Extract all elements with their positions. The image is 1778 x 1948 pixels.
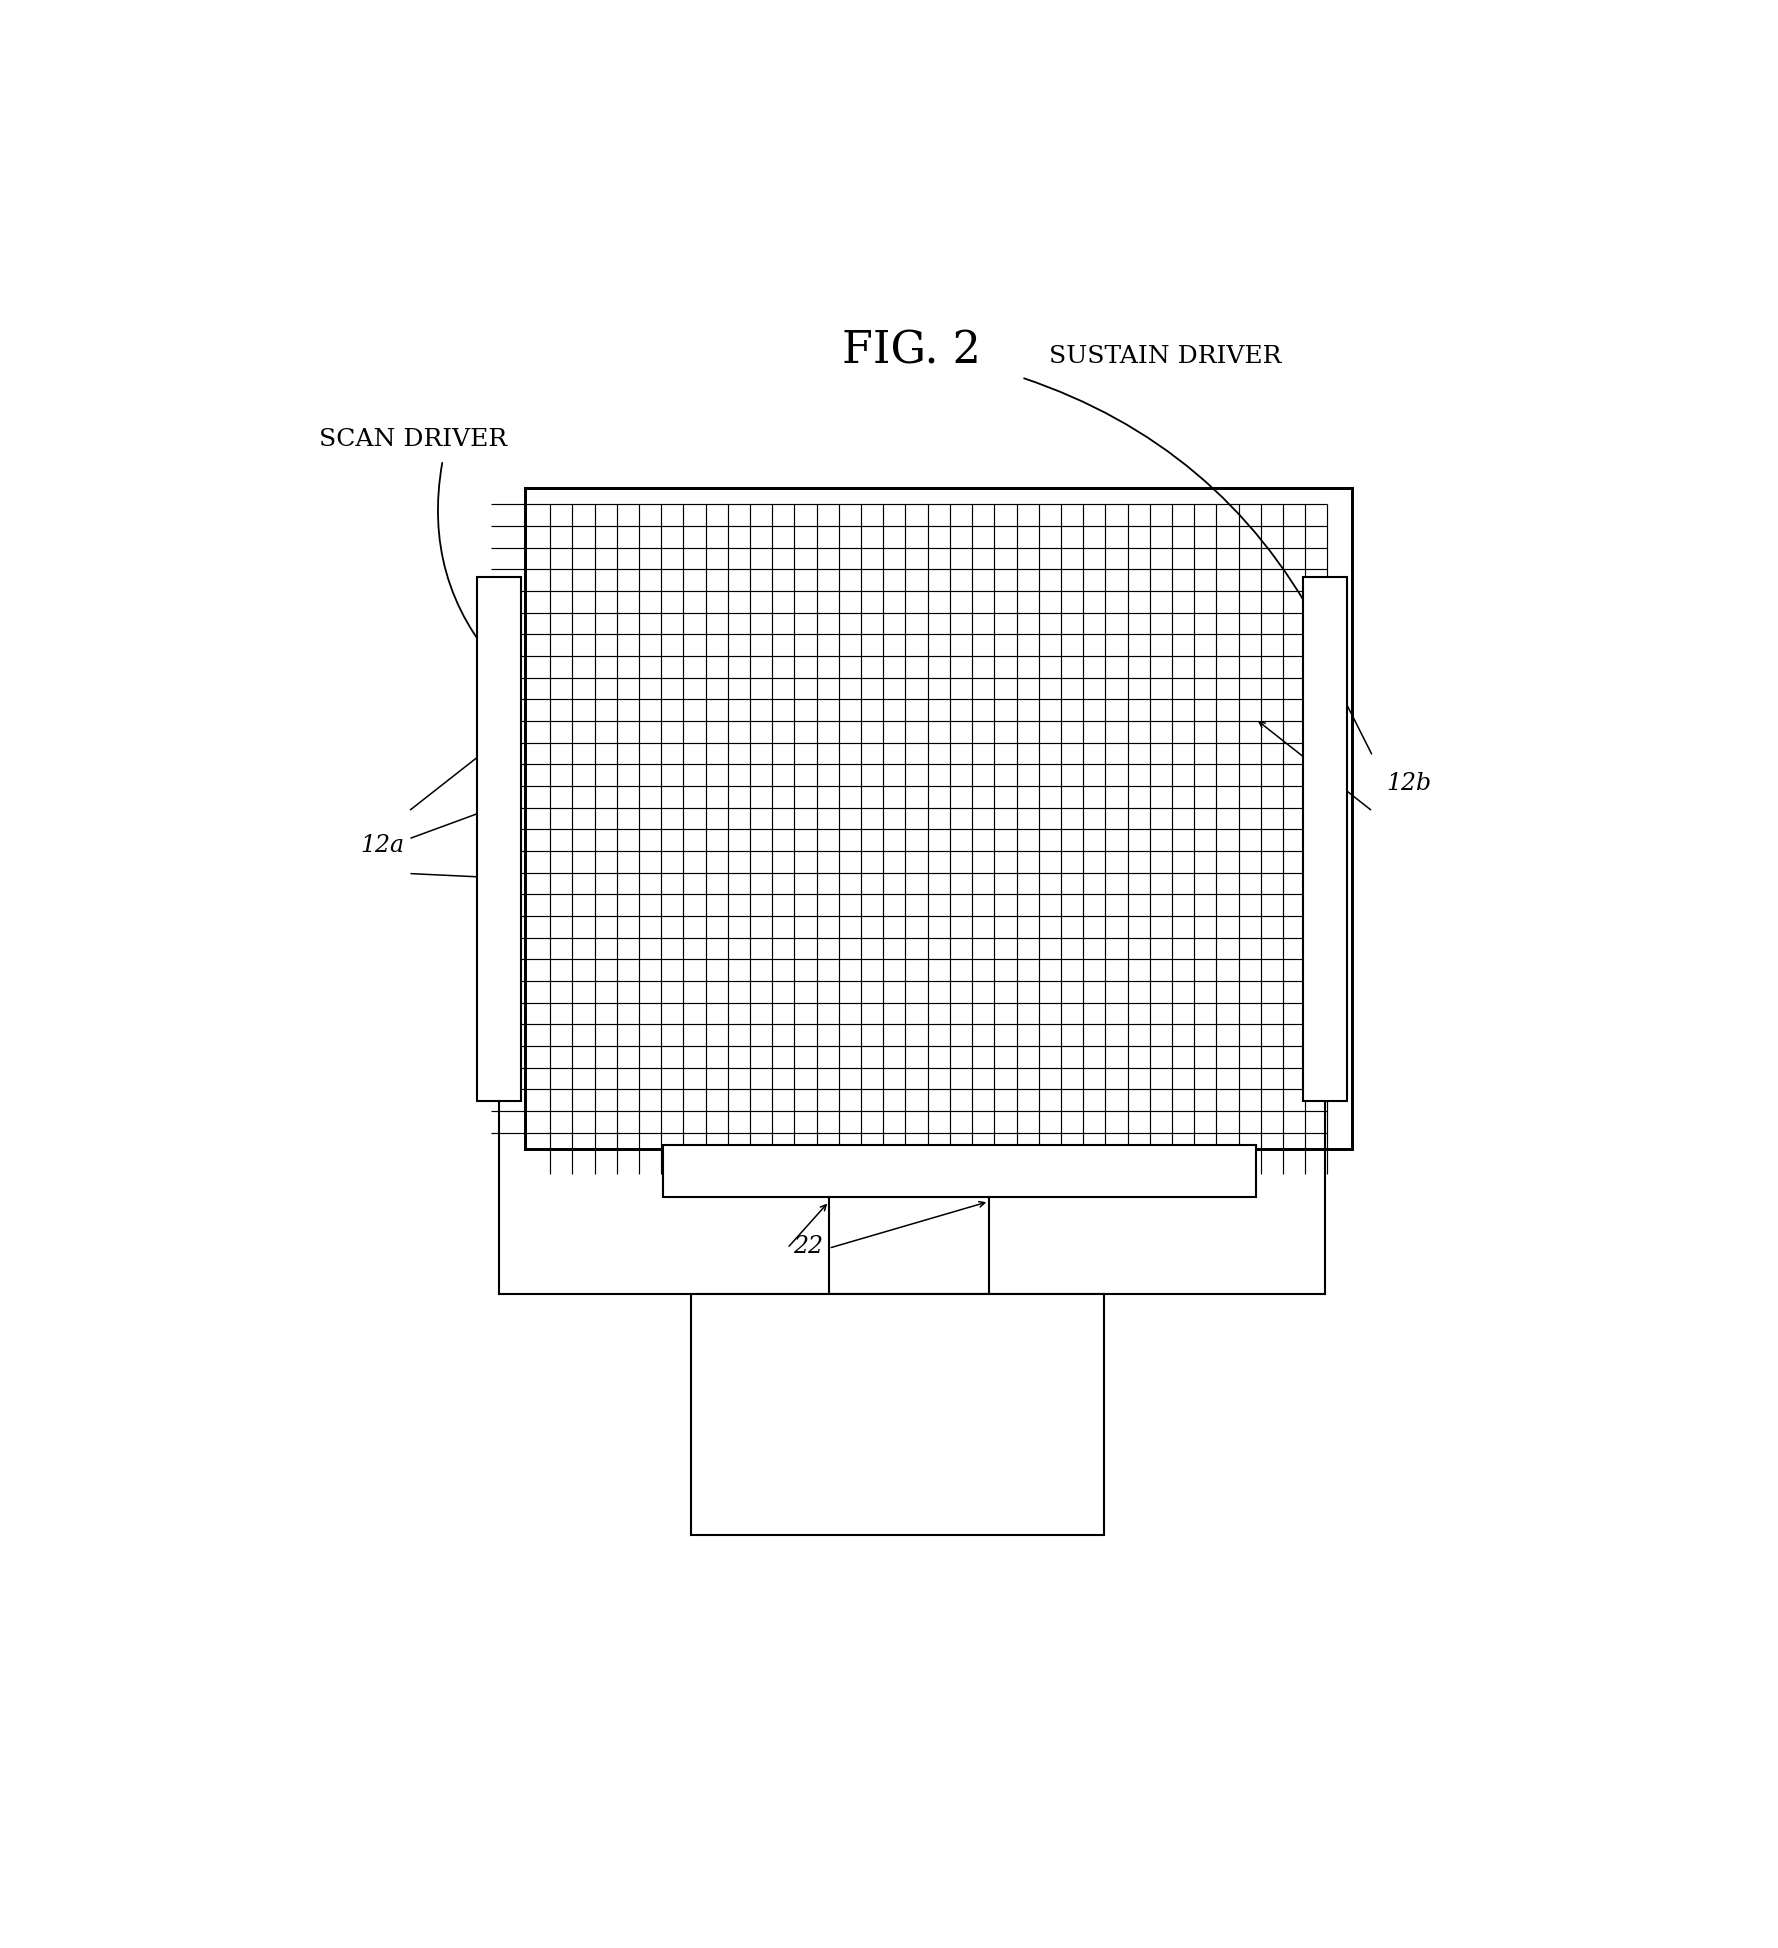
- Text: 12a: 12a: [361, 834, 404, 857]
- Bar: [692, 1293, 1104, 1535]
- Text: 12b: 12b: [1387, 773, 1431, 795]
- Bar: [526, 487, 1351, 1149]
- Text: PANEL: PANEL: [853, 1336, 942, 1360]
- Bar: [526, 487, 1351, 1149]
- Text: DRIVING: DRIVING: [837, 1403, 957, 1426]
- Bar: [663, 1145, 1255, 1198]
- Text: SCAN DRIVER: SCAN DRIVER: [318, 429, 507, 450]
- Text: 22: 22: [793, 1235, 823, 1258]
- Bar: [1303, 577, 1346, 1101]
- Text: CIRCUIT: CIRCUIT: [841, 1469, 955, 1492]
- Bar: [477, 577, 521, 1101]
- Text: SUSTAIN DRIVER: SUSTAIN DRIVER: [1049, 345, 1282, 368]
- Text: FIG. 2: FIG. 2: [841, 329, 981, 372]
- Text: DATA DRIVER: DATA DRIVER: [1049, 1177, 1230, 1200]
